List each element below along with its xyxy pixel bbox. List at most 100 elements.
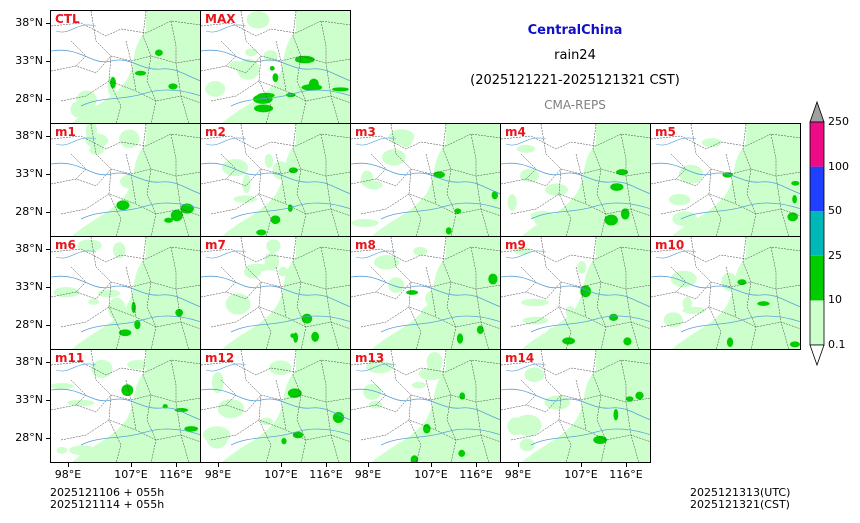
rain-patch xyxy=(364,180,383,190)
rain-patch xyxy=(521,298,549,307)
province-boundary xyxy=(320,133,339,236)
province-boundary xyxy=(370,153,387,180)
province-boundary xyxy=(575,379,587,431)
y-tick-label: 33°N xyxy=(15,393,43,406)
rain-patch xyxy=(513,247,532,255)
colorbar-segment xyxy=(810,255,824,301)
rain-patch-heavy xyxy=(616,169,629,176)
rain-patch-heavy xyxy=(623,337,632,346)
x-tick-label: 116°E xyxy=(609,468,643,481)
rain-patch-heavy xyxy=(164,217,173,223)
y-tick-label: 28°N xyxy=(15,318,43,331)
x-tick-label: 98°E xyxy=(54,468,82,481)
y-tick-label: 38°N xyxy=(15,355,43,368)
panel-label: m5 xyxy=(655,125,676,139)
rain-patch-heavy xyxy=(613,408,619,421)
rain-patch xyxy=(547,326,567,335)
province-boundary xyxy=(125,153,137,205)
rain-patch-heavy xyxy=(292,431,304,439)
rain-patch-heavy xyxy=(272,73,279,83)
rain-patch xyxy=(97,289,121,298)
rain-patch-heavy xyxy=(757,301,770,306)
rain-area-light xyxy=(522,124,650,236)
x-tick-mark xyxy=(581,463,582,467)
rain-area-light xyxy=(372,124,500,236)
rain-patch-heavy xyxy=(293,332,299,343)
rain-patch-heavy xyxy=(118,329,132,337)
rain-patch xyxy=(246,11,270,29)
province-boundary xyxy=(70,379,87,406)
river xyxy=(55,24,97,33)
province-boundary xyxy=(142,124,157,236)
rain-patch-heavy xyxy=(737,279,747,286)
rain-patch xyxy=(388,129,415,145)
province-boundary xyxy=(275,153,287,205)
province-boundary xyxy=(240,11,272,123)
map-panel: m1 xyxy=(50,123,201,237)
river xyxy=(505,250,547,259)
province-boundary xyxy=(770,133,789,236)
rain-patch xyxy=(720,215,742,225)
rain-patch xyxy=(245,263,270,272)
map-panel: m7 xyxy=(200,236,351,350)
rain-patch-heavy xyxy=(175,308,184,317)
x-tick-mark xyxy=(626,463,627,467)
province-boundary xyxy=(592,237,607,349)
province-boundary xyxy=(201,281,350,300)
init-time-cst: 2025121114 + 055h xyxy=(50,498,165,511)
y-tick-mark xyxy=(46,362,50,363)
rain-patch xyxy=(507,417,524,436)
rain-patch-heavy xyxy=(270,215,281,225)
province-boundary xyxy=(470,359,489,462)
rain-patch xyxy=(688,218,700,236)
x-tick-label: 98°E xyxy=(504,468,532,481)
province-boundary xyxy=(275,379,287,431)
province-boundary xyxy=(370,266,387,293)
river xyxy=(351,275,500,308)
rain-patch-heavy xyxy=(423,423,431,434)
rain-patch-heavy xyxy=(410,455,419,462)
province-boundary xyxy=(51,281,200,300)
panel-label: m8 xyxy=(355,238,376,252)
rain-patch xyxy=(278,266,289,277)
rain-area-light xyxy=(72,11,200,123)
rain-patch xyxy=(426,351,443,373)
rain-patch xyxy=(668,193,691,206)
rain-patch-heavy xyxy=(491,191,498,200)
y-tick-mark xyxy=(46,212,50,213)
river xyxy=(680,315,800,333)
province-boundary xyxy=(70,40,87,67)
province-boundary xyxy=(470,246,489,349)
river xyxy=(51,162,200,195)
rain-patch-heavy xyxy=(257,92,275,99)
rain-patch xyxy=(351,218,379,227)
rain-patch xyxy=(76,90,97,110)
y-tick-mark xyxy=(46,249,50,250)
province-boundary xyxy=(201,168,350,187)
province-boundary xyxy=(320,246,339,349)
y-tick-label: 28°N xyxy=(15,92,43,105)
x-tick-mark xyxy=(518,463,519,467)
province-boundary xyxy=(275,266,287,318)
province-boundary xyxy=(425,266,437,318)
rain-patch-heavy xyxy=(287,204,293,212)
province-boundary xyxy=(320,359,339,462)
rain-patch xyxy=(69,445,96,456)
province-boundary xyxy=(220,153,237,180)
colorbar-segment xyxy=(810,211,824,256)
river xyxy=(355,363,397,372)
rain-patch-heavy xyxy=(155,49,163,56)
rain-patch xyxy=(88,298,100,305)
x-tick-mark xyxy=(176,463,177,467)
y-tick-mark xyxy=(46,400,50,401)
river xyxy=(355,137,397,146)
river xyxy=(505,363,547,372)
province-boundary xyxy=(425,379,437,431)
rain-patch-heavy xyxy=(792,195,797,204)
province-boundary xyxy=(390,350,422,462)
river xyxy=(651,275,800,308)
panel-label: m7 xyxy=(205,238,226,252)
province-boundary xyxy=(651,168,800,187)
rain-area-light xyxy=(672,237,800,349)
rain-patch xyxy=(522,316,548,325)
